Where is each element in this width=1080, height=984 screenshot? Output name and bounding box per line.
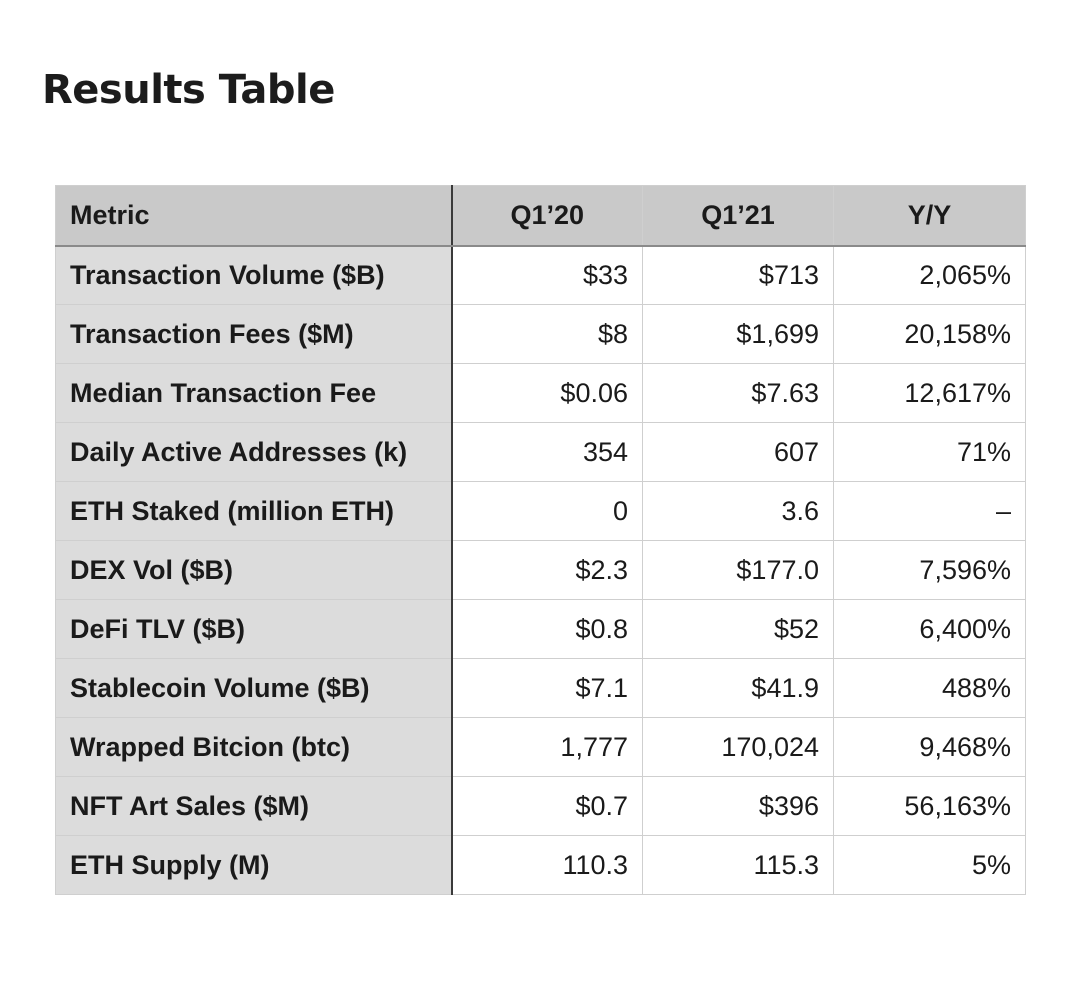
header-q1-20: Q1’20 (451, 185, 643, 247)
table-row: Stablecoin Volume ($B) $7.1 $41.9 488% (55, 658, 1026, 718)
q1-21-value-cell: $52 (642, 599, 834, 659)
header-row: Metric Q1’20 Q1’21 Y/Y (55, 185, 1026, 247)
results-table: Metric Q1’20 Q1’21 Y/Y Transaction Volum… (55, 185, 1026, 895)
table-header: Metric Q1’20 Q1’21 Y/Y (55, 185, 1026, 247)
q1-21-value-cell: $7.63 (642, 363, 834, 423)
header-metric: Metric (55, 185, 453, 247)
yoy-value-cell: 5% (833, 835, 1026, 895)
yoy-value-cell: 488% (833, 658, 1026, 718)
metric-cell: ETH Supply (M) (55, 835, 453, 895)
metric-cell: DeFi TLV ($B) (55, 599, 453, 659)
q1-20-value-cell: 110.3 (451, 835, 643, 895)
q1-21-value-cell: $41.9 (642, 658, 834, 718)
q1-20-value-cell: $33 (451, 245, 643, 305)
metric-cell: Transaction Fees ($M) (55, 304, 453, 364)
table-row: Transaction Volume ($B) $33 $713 2,065% (55, 245, 1026, 305)
table-row: DeFi TLV ($B) $0.8 $52 6,400% (55, 599, 1026, 659)
yoy-value-cell: 2,065% (833, 245, 1026, 305)
yoy-value-cell: – (833, 481, 1026, 541)
metric-cell: Transaction Volume ($B) (55, 245, 453, 305)
table-row: Median Transaction Fee $0.06 $7.63 12,617% (55, 363, 1026, 423)
yoy-value-cell: 12,617% (833, 363, 1026, 423)
q1-20-value-cell: $0.06 (451, 363, 643, 423)
metric-cell: Daily Active Addresses (k) (55, 422, 453, 482)
q1-21-value-cell: 3.6 (642, 481, 834, 541)
table-body: Transaction Volume ($B) $33 $713 2,065% Tran… (55, 245, 1026, 895)
table-row: Transaction Fees ($M) $8 $1,699 20,158% (55, 304, 1026, 364)
q1-20-value-cell: $8 (451, 304, 643, 364)
table-row: NFT Art Sales ($M) $0.7 $396 56,163% (55, 776, 1026, 836)
q1-20-value-cell: 1,777 (451, 717, 643, 777)
q1-21-value-cell: 115.3 (642, 835, 834, 895)
q1-20-value-cell: $2.3 (451, 540, 643, 600)
yoy-value-cell: 56,163% (833, 776, 1026, 836)
metric-cell: Stablecoin Volume ($B) (55, 658, 453, 718)
q1-21-value-cell: $713 (642, 245, 834, 305)
q1-20-value-cell: $0.7 (451, 776, 643, 836)
q1-21-value-cell: $1,699 (642, 304, 834, 364)
yoy-value-cell: 20,158% (833, 304, 1026, 364)
header-yoy: Y/Y (833, 185, 1026, 247)
metric-cell: DEX Vol ($B) (55, 540, 453, 600)
q1-20-value-cell: 354 (451, 422, 643, 482)
table-row: DEX Vol ($B) $2.3 $177.0 7,596% (55, 540, 1026, 600)
q1-21-value-cell: $396 (642, 776, 834, 836)
table-row: ETH Supply (M) 110.3 115.3 5% (55, 835, 1026, 895)
metric-cell: Wrapped Bitcion (btc) (55, 717, 453, 777)
table-row: Wrapped Bitcion (btc) 1,777 170,024 9,468% (55, 717, 1026, 777)
metric-cell: Median Transaction Fee (55, 363, 453, 423)
table-row: Daily Active Addresses (k) 354 607 71% (55, 422, 1026, 482)
yoy-value-cell: 7,596% (833, 540, 1026, 600)
page-title: Results Table (42, 67, 335, 113)
yoy-value-cell: 71% (833, 422, 1026, 482)
metric-cell: NFT Art Sales ($M) (55, 776, 453, 836)
header-q1-21: Q1’21 (642, 185, 834, 247)
q1-21-value-cell: 607 (642, 422, 834, 482)
q1-20-value-cell: $7.1 (451, 658, 643, 718)
yoy-value-cell: 6,400% (833, 599, 1026, 659)
yoy-value-cell: 9,468% (833, 717, 1026, 777)
metric-cell: ETH Staked (million ETH) (55, 481, 453, 541)
q1-21-value-cell: 170,024 (642, 717, 834, 777)
q1-21-value-cell: $177.0 (642, 540, 834, 600)
table-row: ETH Staked (million ETH) 0 3.6– (55, 481, 1026, 541)
q1-20-value-cell: $0.8 (451, 599, 643, 659)
q1-20-value-cell: 0 (451, 481, 643, 541)
